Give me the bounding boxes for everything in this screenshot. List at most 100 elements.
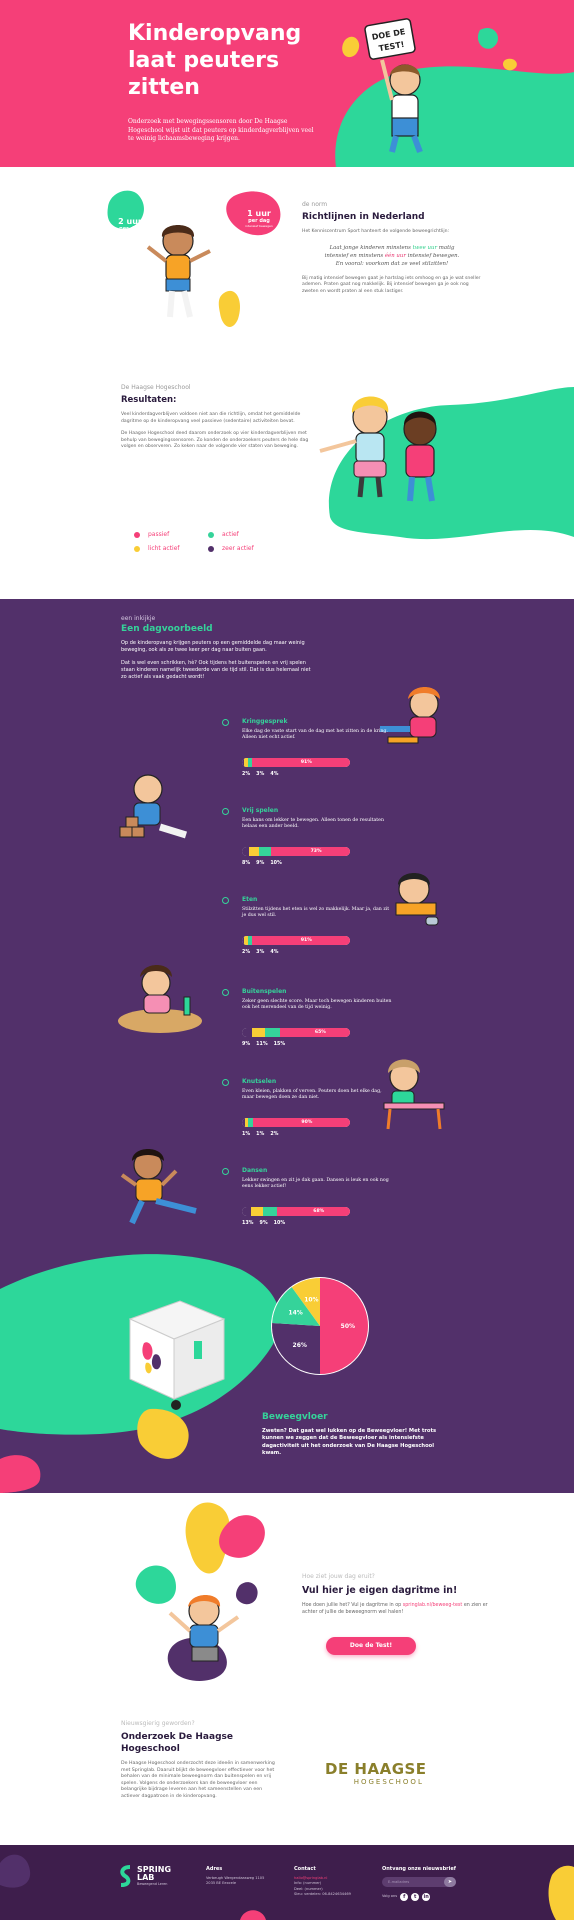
kid-on-chair-illustration bbox=[380, 687, 440, 744]
bar-percentage: 90% bbox=[301, 1120, 313, 1125]
bar-segment-passief bbox=[252, 1118, 350, 1127]
beweegvloer-heading: Beweegvloer bbox=[262, 1412, 328, 1422]
guidelines-intro: Het Kenniscentrum Sport hanteert de volg… bbox=[302, 229, 450, 234]
activity-description: Stilzitten tijdens het eten is wel zo ma… bbox=[242, 907, 390, 919]
doe-de-test-sign: DOE DE TEST! bbox=[364, 18, 416, 60]
activity-bullet-icon bbox=[222, 719, 229, 726]
activity-description: Een kans om lekker te bewegen. Alleen to… bbox=[242, 818, 384, 830]
bar-segment-actief bbox=[262, 1207, 277, 1216]
bar-segment-licht-actief bbox=[244, 1118, 249, 1127]
guidelines-heading: Richtlijnen in Nederland bbox=[302, 212, 425, 222]
bar-percentage: 91% bbox=[300, 760, 312, 765]
doe-de-test-button[interactable]: Doe de Test! bbox=[326, 1637, 416, 1655]
guidelines-label: de norm bbox=[302, 201, 328, 208]
activity-name: Kringgesprek bbox=[242, 718, 288, 725]
kid-in-sandbox-illustration bbox=[118, 965, 202, 1033]
bar-segment-actief bbox=[248, 1118, 253, 1127]
activity-bullet-icon bbox=[222, 989, 229, 996]
pie-slice-actief bbox=[272, 1287, 320, 1326]
pie-label: 10% bbox=[304, 1297, 318, 1304]
guidelines-quote: Laat jonge kinderen minstens twee uur ma… bbox=[324, 244, 460, 267]
hero-section: DOE DE TEST! Kinderopvang laat peuters z… bbox=[0, 0, 574, 167]
bar-segment-actief bbox=[247, 758, 252, 767]
bar-segment-zeer-actief bbox=[242, 1207, 251, 1216]
activity-name: Vrij spelen bbox=[242, 807, 279, 814]
results-illustration bbox=[319, 387, 574, 540]
activity-description: Zeker geen slechte score. Maar toch bewe… bbox=[242, 999, 392, 1011]
falling-kid-illustration bbox=[168, 1595, 240, 1662]
activity-bullet-icon bbox=[222, 1079, 229, 1086]
research-heading: Onderzoek De Haagse Hogeschool bbox=[121, 1732, 233, 1754]
activity-bullet-icon bbox=[222, 1168, 229, 1175]
pie-label: 50% bbox=[341, 1323, 355, 1330]
bar-segment-zeer-actief bbox=[242, 1028, 252, 1037]
activity-minutes: 8% 9% 10% bbox=[242, 861, 282, 866]
legend-licht-actief: licht actief bbox=[134, 545, 180, 552]
bar-percentage: 73% bbox=[310, 849, 322, 854]
guidelines-body: Bij matig intensief bewegen gaat je hart… bbox=[302, 275, 481, 294]
bar-percentage: 65% bbox=[314, 1030, 326, 1035]
newsletter-input[interactable]: E-mailadres ➤ bbox=[382, 1877, 456, 1887]
bar-segment-passief bbox=[251, 936, 350, 945]
activity-bullet-icon bbox=[222, 897, 229, 904]
two-kids-illustration bbox=[319, 396, 437, 502]
activity-minutes: 2% 3% 4% bbox=[242, 950, 279, 955]
pink-badge: 1 uur per dag intensief bewegen bbox=[245, 209, 273, 228]
kid-dancing-illustration bbox=[120, 1149, 197, 1225]
legend-actief: actief bbox=[208, 531, 239, 538]
cta-label: Hoe ziet jouw dag eruit? bbox=[302, 1573, 375, 1580]
cta-section: Hoe ziet jouw dag eruit? Vul hier je eig… bbox=[0, 1493, 574, 1698]
day-paragraph-2: Dat is wel even schrikken, hè? Ook tijde… bbox=[121, 660, 311, 680]
svg-text:TEST!: TEST! bbox=[378, 40, 405, 53]
day-heading: Een dagvoorbeeld bbox=[121, 624, 213, 634]
results-heading: Resultaten: bbox=[121, 395, 177, 405]
springlab-cube-illustration bbox=[128, 1300, 226, 1410]
cta-illustration bbox=[135, 1502, 265, 1681]
activity-description: Elke dag de vaste start van de dag met h… bbox=[242, 729, 388, 741]
bar-segment-zeer-actief bbox=[242, 847, 250, 856]
twitter-icon[interactable]: t bbox=[411, 1893, 420, 1901]
kid-eating-illustration bbox=[395, 873, 439, 926]
beweegvloer-body: Zweten? Dat gaat wel lukken op de Beweeg… bbox=[262, 1428, 437, 1457]
activity-minutes: 1% 1% 2% bbox=[242, 1132, 279, 1137]
bar-segment-actief bbox=[247, 936, 252, 945]
springlab-logo[interactable]: SPRING LAB Beweegend Leren bbox=[118, 1865, 171, 1887]
activity-description: Even kleien, plakken of verven. Peuters … bbox=[242, 1089, 382, 1101]
bar-percentage: 68% bbox=[313, 1209, 325, 1214]
footer-adres: Adres Verbeugh Wergendaasweg 1105 2035 B… bbox=[206, 1866, 265, 1886]
facebook-icon[interactable]: f bbox=[400, 1893, 409, 1901]
guidelines-section: 2 uur per dag matig intensief bewegen 1 … bbox=[0, 167, 574, 367]
research-section: Nieuwsgierig geworden? Onderzoek De Haag… bbox=[0, 1698, 574, 1845]
research-label: Nieuwsgierig geworden? bbox=[121, 1720, 195, 1727]
activity-bar: 90% bbox=[242, 1118, 350, 1127]
pie-label: 14% bbox=[288, 1310, 302, 1317]
footer-decoration bbox=[0, 1854, 574, 1920]
activity-bar: 91% bbox=[242, 758, 350, 767]
contact-email-link[interactable]: hallo@springlab.nl bbox=[294, 1876, 328, 1880]
activity-minutes: 9% 11% 15% bbox=[242, 1042, 286, 1047]
footer-newsletter: Ontvang onze nieuwsbrief E-mailadres ➤ V… bbox=[382, 1866, 456, 1901]
haagse-hogeschool-logo[interactable]: DE HAAGSE HOGESCHOOL bbox=[325, 1760, 427, 1786]
pie-slice-zeer-actief bbox=[272, 1322, 320, 1374]
guidelines-illustration bbox=[107, 190, 281, 327]
bar-segment-licht-actief bbox=[244, 758, 248, 767]
bar-segment-licht-actief bbox=[249, 847, 260, 856]
hero-subtitle: Onderzoek met bewegingssensoren door De … bbox=[128, 118, 314, 142]
results-paragraph-2: De Haagse Hogeschool deed daarom onderzo… bbox=[121, 431, 309, 450]
pie-slice-licht-actief bbox=[291, 1278, 320, 1326]
pie-slice-passief bbox=[320, 1278, 368, 1374]
results-paragraph-1: Veel kinderdagverblijven voldoen niet aa… bbox=[121, 412, 301, 424]
activity-name: Dansen bbox=[242, 1167, 268, 1174]
newsletter-submit-arrow-icon[interactable]: ➤ bbox=[444, 1877, 456, 1887]
activity-bar: 73% bbox=[242, 847, 350, 856]
research-body: De Haagse Hogeschool onderzocht deze ide… bbox=[121, 1761, 275, 1799]
footer: SPRING LAB Beweegend Leren Adres Verbeug… bbox=[0, 1845, 574, 1920]
springlab-s-icon bbox=[120, 1865, 131, 1887]
bar-segment-actief bbox=[264, 1028, 280, 1037]
green-badge: 2 uur per dag matig intensief bewegen bbox=[118, 217, 142, 240]
activity-bar: 68% bbox=[242, 1207, 350, 1216]
cta-link[interactable]: springlab.nl/beweeg-test bbox=[402, 1603, 463, 1608]
linkedin-icon[interactable]: in bbox=[422, 1893, 431, 1901]
bar-segment-passief bbox=[279, 1028, 350, 1037]
